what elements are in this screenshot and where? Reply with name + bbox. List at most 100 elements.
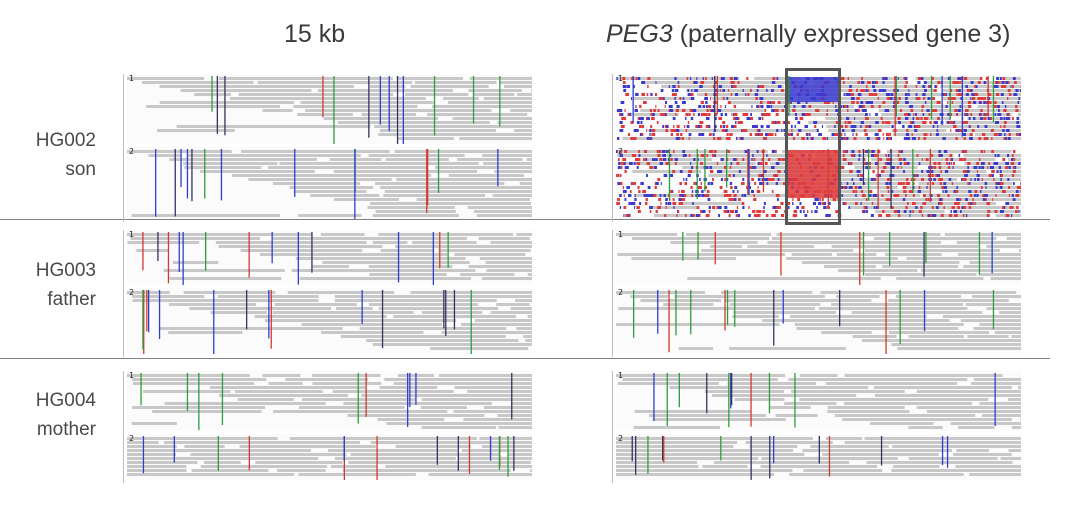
cpg-mark [916, 154, 919, 157]
cpg-mark [841, 194, 844, 197]
cpg-mark [914, 129, 918, 132]
cpg-mark [771, 133, 774, 136]
cpg-mark [799, 117, 803, 120]
cpg-mark [903, 210, 907, 213]
cpg-mark [823, 101, 828, 104]
cpg-mark [794, 214, 798, 217]
cpg-mark [630, 137, 635, 140]
cpg-mark [618, 109, 623, 112]
cpg-mark [672, 129, 677, 132]
cpg-mark [1001, 81, 1005, 84]
read [238, 93, 394, 96]
cpg-mark [705, 194, 708, 197]
cpg-mark [871, 150, 875, 153]
variant-line [174, 149, 176, 217]
cpg-mark [898, 97, 901, 100]
read [960, 129, 1021, 132]
cpg-mark [712, 154, 715, 157]
cpg-mark [819, 198, 822, 201]
reads-svg [127, 290, 532, 354]
cpg-mark [841, 77, 845, 80]
cpg-mark [865, 101, 870, 104]
read [438, 249, 531, 252]
haplotype-track-1: 1 [127, 74, 532, 144]
cpg-mark [690, 214, 694, 217]
read [873, 386, 1012, 389]
cpg-mark [649, 166, 654, 169]
cpg-mark [814, 125, 817, 128]
read [670, 241, 758, 244]
cpg-mark [672, 202, 677, 205]
cpg-mark [918, 77, 921, 80]
cpg-mark [637, 186, 640, 189]
cpg-mark [647, 77, 651, 80]
cpg-mark [945, 158, 949, 161]
cpg-mark [882, 210, 885, 213]
cpg-mark [663, 174, 668, 177]
variant-line [333, 76, 335, 144]
cpg-mark [918, 162, 921, 165]
cpg-mark [956, 202, 960, 205]
cpg-mark [921, 109, 923, 112]
cpg-mark [842, 158, 847, 161]
cpg-mark [690, 186, 693, 189]
cpg-mark [687, 89, 690, 92]
cpg-mark [903, 190, 907, 193]
cpg-mark [641, 133, 644, 136]
cpg-mark [868, 194, 872, 197]
cpg-mark [904, 85, 907, 88]
read [395, 445, 472, 448]
cpg-mark [622, 190, 627, 193]
variant-line [828, 436, 831, 477]
cpg-mark [854, 202, 858, 205]
read [497, 414, 532, 417]
cpg-mark [963, 77, 968, 80]
read [375, 210, 456, 213]
cpg-mark [617, 198, 619, 201]
column-title-peg3: PEG3 (paternally expressed gene 3) [606, 20, 1010, 49]
read [525, 339, 532, 342]
cpg-mark [699, 178, 701, 181]
cpg-mark [644, 158, 646, 161]
cpg-mark [1008, 137, 1011, 140]
variant-line [773, 290, 775, 346]
cpg-mark [1000, 210, 1004, 213]
cpg-mark [898, 158, 902, 161]
cpg-mark [700, 210, 702, 213]
cpg-mark [872, 170, 875, 173]
cpg-mark [914, 174, 918, 177]
cpg-mark [898, 121, 902, 124]
cpg-mark [730, 81, 733, 84]
cpg-mark [832, 101, 834, 104]
cpg-mark [856, 101, 859, 104]
gene-description: (paternally expressed gene 3) [672, 20, 1011, 48]
read [272, 311, 414, 314]
cpg-mark [624, 150, 628, 153]
cpg-mark [840, 105, 843, 108]
cpg-mark [637, 117, 641, 120]
cpg-mark [858, 186, 862, 189]
cpg-mark [970, 97, 972, 100]
cpg-mark [938, 198, 940, 201]
cpg-mark [679, 97, 682, 100]
read [298, 406, 405, 409]
cpg-mark [631, 154, 634, 157]
haplotype-number: 1 [618, 74, 624, 83]
cpg-mark [947, 194, 950, 197]
cpg-mark [1005, 166, 1009, 169]
cpg-mark [863, 121, 865, 124]
cpg-mark [977, 97, 979, 100]
variant-line [457, 436, 459, 471]
cpg-mark [760, 85, 765, 88]
cpg-mark [920, 117, 923, 120]
variant-line [220, 149, 223, 201]
cpg-mark [865, 117, 869, 120]
cpg-mark [847, 109, 849, 112]
cpg-mark [737, 81, 740, 84]
cpg-mark [884, 109, 889, 112]
cpg-mark [679, 202, 684, 205]
cpg-mark [979, 97, 983, 100]
cpg-mark [870, 214, 874, 217]
variant-line [365, 373, 367, 417]
read [461, 449, 532, 452]
